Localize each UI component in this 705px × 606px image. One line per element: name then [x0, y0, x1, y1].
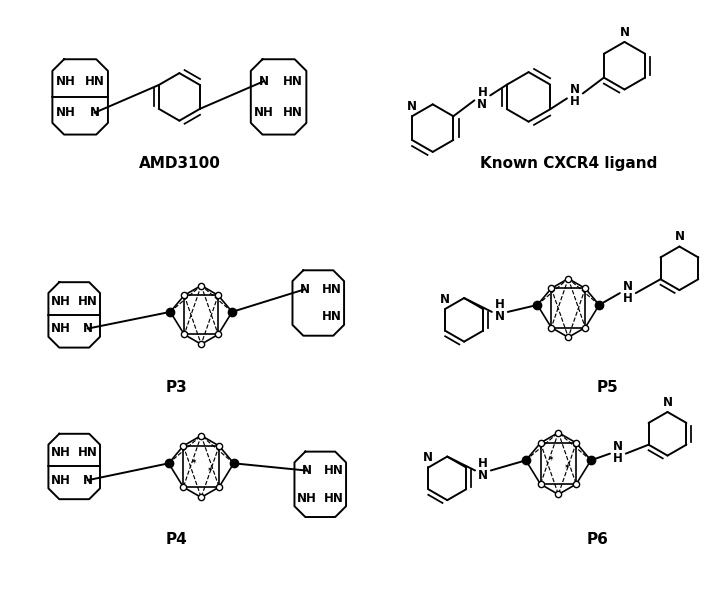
- Text: ✶: ✶: [563, 463, 570, 472]
- Text: N: N: [300, 283, 310, 296]
- Text: N: N: [302, 464, 312, 477]
- Text: HN: HN: [283, 75, 303, 88]
- Text: NH: NH: [56, 106, 75, 119]
- Text: ✶: ✶: [190, 458, 197, 467]
- Text: NH: NH: [297, 491, 317, 505]
- Text: ✶: ✶: [547, 455, 553, 464]
- Text: P3: P3: [166, 380, 188, 395]
- Text: N: N: [477, 98, 487, 111]
- Text: P5: P5: [597, 380, 619, 395]
- Text: H: H: [570, 95, 580, 108]
- Text: N: N: [623, 279, 633, 293]
- Text: HN: HN: [324, 491, 343, 505]
- Text: HN: HN: [78, 295, 97, 308]
- Text: P6: P6: [587, 532, 609, 547]
- Text: HN: HN: [78, 446, 97, 459]
- Text: H: H: [478, 457, 488, 470]
- Text: N: N: [407, 100, 417, 113]
- Text: P4: P4: [166, 532, 188, 547]
- Text: N: N: [440, 293, 450, 305]
- Text: N: N: [570, 83, 580, 96]
- Text: NH: NH: [51, 322, 70, 335]
- Text: N: N: [478, 469, 488, 482]
- Text: H: H: [495, 299, 505, 311]
- Text: NH: NH: [51, 295, 70, 308]
- Text: N: N: [90, 106, 99, 119]
- Text: HN: HN: [321, 310, 342, 323]
- Text: N: N: [675, 230, 685, 243]
- Text: H: H: [613, 452, 623, 465]
- Text: NH: NH: [51, 446, 70, 459]
- Text: HN: HN: [324, 464, 343, 477]
- Text: Known CXCR4 ligand: Known CXCR4 ligand: [479, 156, 657, 171]
- Text: NH: NH: [56, 75, 75, 88]
- Text: NH: NH: [51, 474, 70, 487]
- Text: NH: NH: [255, 106, 274, 119]
- Text: N: N: [620, 25, 630, 39]
- Text: HN: HN: [283, 106, 303, 119]
- Text: N: N: [613, 440, 623, 453]
- Text: ✶: ✶: [206, 466, 212, 475]
- Text: N: N: [82, 474, 92, 487]
- Text: N: N: [259, 75, 269, 88]
- Text: N: N: [663, 396, 673, 408]
- Text: N: N: [423, 451, 434, 464]
- Text: H: H: [477, 86, 487, 99]
- Text: N: N: [495, 310, 505, 324]
- Text: N: N: [82, 322, 92, 335]
- Text: HN: HN: [85, 75, 104, 88]
- Text: HN: HN: [321, 283, 342, 296]
- Text: AMD3100: AMD3100: [138, 156, 221, 171]
- Text: H: H: [623, 291, 633, 305]
